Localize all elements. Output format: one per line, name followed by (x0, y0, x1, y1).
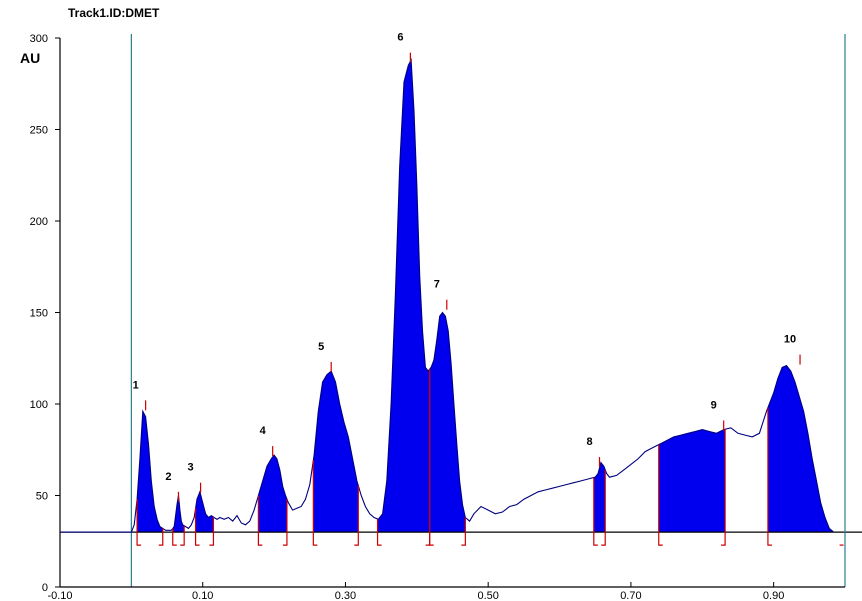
peak-bound-7-start (429, 369, 434, 546)
peak-bound-8-start (593, 477, 598, 546)
peak-markers (136, 52, 844, 546)
peak-label-8: 8 (586, 436, 592, 448)
peak-label-2: 2 (165, 471, 171, 483)
peak-fill-1 (137, 411, 163, 533)
peak-label-9: 9 (711, 399, 717, 411)
chart-title: Track1.ID:DMET (68, 6, 160, 20)
peak-fill-3 (195, 491, 214, 533)
peak-bound-2-end (180, 525, 185, 546)
y-tick-label: 200 (30, 216, 48, 228)
y-tick-label: 100 (30, 399, 48, 411)
peak-bound-1-end (158, 528, 164, 546)
peak-fill-4 (258, 455, 287, 533)
peak-label-4: 4 (260, 425, 267, 437)
y-tick-label: 150 (30, 308, 48, 320)
peak-label-6: 6 (397, 32, 403, 44)
peak-label-5: 5 (318, 341, 324, 353)
peak-fill-7 (429, 312, 466, 533)
y-tick-label: 50 (36, 491, 48, 503)
x-tick-label: 0.30 (335, 590, 356, 601)
trace-line (60, 57, 834, 533)
x-tick-label: 0.70 (620, 590, 641, 601)
peak-bound-3-start (194, 508, 200, 546)
peak-bound-4-end (282, 499, 288, 546)
peak-bound-7-end (461, 517, 466, 546)
peak-label-1: 1 (133, 379, 139, 391)
trace-layer (60, 34, 862, 587)
peak-fills (137, 60, 834, 533)
peak-bound-8-end (601, 469, 606, 546)
y-tick-label: 0 (42, 582, 48, 594)
x-tick-label: 0.90 (763, 590, 784, 601)
peak-fill-8 (593, 462, 606, 533)
x-tick-label: 0.10 (192, 590, 213, 601)
x-tick-label: -0.10 (47, 590, 72, 601)
peak-bound-2-start (172, 528, 177, 546)
y-axis-label: AU (20, 50, 40, 66)
peak-bound-3-end (209, 517, 215, 546)
peak-labels: 1 2 3 4 5 6 7 8 9 10 (133, 32, 797, 483)
peak-label-10: 10 (784, 334, 796, 346)
peak-fill-2 (172, 495, 185, 533)
y-tick-label: 300 (30, 33, 48, 45)
peak-bound-4-start (257, 495, 263, 546)
peak-bound-9-start (658, 444, 663, 546)
peak-label-3: 3 (188, 462, 194, 474)
peak-bound-9-end (721, 429, 726, 546)
peak-fill-10 (767, 365, 834, 533)
peak-bound-10-start (767, 407, 772, 546)
peak-bound-5-start (312, 460, 318, 546)
peak-bound-1-start (136, 499, 142, 546)
y-tick-label: 250 (30, 125, 48, 137)
peak-fill-5 (313, 371, 359, 533)
axes: 0 50 100 150 200 250 300 -0.10 0.10 0.30 0.50 0.70 0… (30, 33, 845, 601)
peak-fill-6 (377, 60, 430, 533)
peak-bound-5-end (354, 485, 359, 546)
x-tick-label: 0.50 (477, 590, 498, 601)
peak-label-7: 7 (434, 279, 440, 291)
peak-bound-6-start (376, 518, 382, 546)
peak-fill-9 (658, 429, 726, 533)
